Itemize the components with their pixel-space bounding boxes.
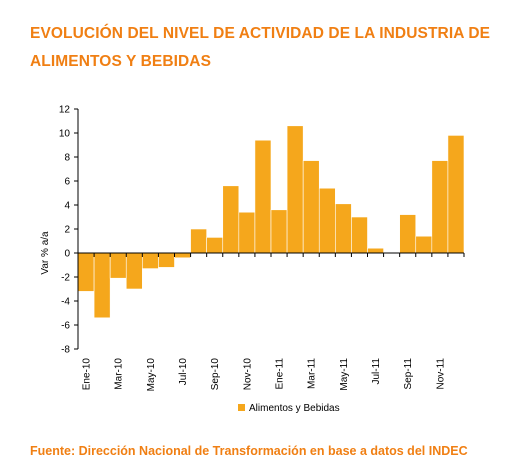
bar-Feb-10 [93, 252, 111, 319]
y-tick-label: -6 [61, 321, 70, 332]
source-note: Fuente: Dirección Nacional de Transforma… [30, 444, 468, 458]
bar-Oct-11 [415, 235, 433, 254]
x-tick-label: May-11 [339, 358, 350, 391]
bar-Feb-11 [286, 125, 304, 254]
y-tick-label: 10 [59, 129, 71, 140]
y-axis-title: Var % a/a [40, 231, 51, 275]
bar-May-10 [142, 252, 159, 269]
bar-Mar-11 [302, 160, 320, 254]
bar-Sep-11 [399, 214, 417, 254]
x-tick-label: Nov-10 [242, 358, 253, 391]
x-tick-label: May-10 [146, 358, 157, 392]
bar-Sep-10 [206, 237, 224, 254]
bar-Ago-10 [190, 228, 207, 254]
bar-Nov-11 [431, 160, 449, 254]
bar-Jul-11 [367, 247, 384, 254]
x-tick-label: Mar-10 [114, 358, 125, 390]
y-tick-label: 4 [64, 201, 70, 212]
bar-Jun-10 [158, 252, 175, 268]
bar-Ene-10 [77, 252, 95, 292]
bar-Mar-10 [109, 252, 127, 279]
x-tick-label: Ene-10 [82, 358, 93, 391]
x-tick-label: Ene-11 [275, 358, 286, 390]
x-axis: Ene-10 Mar-10 May-10 Jul-10 Sep-10 Nov-10 Ene-… [77, 252, 465, 392]
y-tick-label: 2 [64, 225, 70, 236]
legend: Alimentos y Bebidas [238, 403, 340, 414]
bar-Oct-10 [222, 185, 240, 254]
x-tick-label: Mar-11 [307, 358, 318, 389]
y-tick-label: 8 [64, 153, 70, 164]
bar-May-11 [335, 203, 352, 254]
bar-Jun-11 [351, 216, 368, 254]
bar-Jul-10 [174, 252, 191, 259]
bar-Abr-11 [318, 187, 336, 254]
legend-label: Alimentos y Bebidas [249, 403, 340, 414]
x-tick-label: Jul-10 [178, 358, 189, 386]
bar-Dic-11 [447, 135, 465, 254]
y-axis: -8 -6 -4 -2 0 2 4 6 8 10 12 [59, 105, 79, 356]
bar-Abr-10 [125, 252, 143, 290]
bars-group [77, 125, 465, 319]
bar-Nov-10 [238, 211, 256, 254]
y-tick-label: 6 [64, 177, 70, 188]
chart-title: EVOLUCIÓN DEL NIVEL DE ACTIVIDAD DE LA I… [30, 25, 491, 70]
y-tick-label: 12 [59, 105, 71, 116]
x-tick-label: Sep-11 [403, 358, 414, 390]
bar-Ene-11 [270, 209, 288, 254]
y-tick-label: -4 [61, 297, 70, 308]
y-tick-label: -8 [61, 345, 70, 356]
x-tick-label: Sep-10 [210, 358, 221, 391]
legend-swatch [238, 404, 245, 411]
y-tick-label: -2 [61, 273, 70, 284]
x-tick-label: Nov-11 [435, 358, 446, 390]
y-tick-label: 0 [64, 249, 70, 260]
bar-Dic-10 [254, 139, 272, 254]
x-tick-label: Jul-11 [371, 358, 382, 385]
